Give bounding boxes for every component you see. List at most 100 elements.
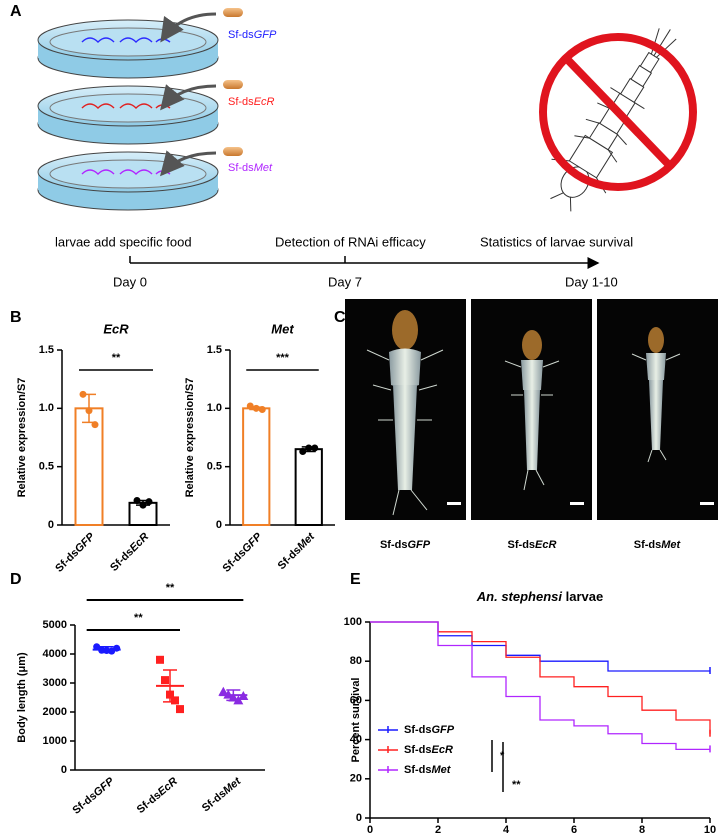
y-axis-label: Relative expression/S7 (184, 378, 196, 498)
prohibition-sign (539, 33, 697, 191)
data-point (85, 407, 93, 415)
y-tick-label: 1.0 (207, 402, 222, 414)
bar (294, 448, 323, 526)
y-tick-label: 2000 (43, 706, 67, 718)
y-tick-label: 0.5 (207, 461, 222, 473)
significance-label: ** (512, 779, 521, 791)
treatment-label-italic: Met (254, 162, 273, 174)
data-point (223, 689, 234, 699)
significance-label: ** (166, 582, 175, 594)
timeline-day: Day 0 (113, 274, 147, 289)
panel-label: D (10, 571, 22, 588)
x-tick-label: Sf-dsEcR (108, 531, 151, 574)
data-point (93, 643, 101, 651)
y-tick-label: 1.0 (39, 402, 54, 414)
panel-label: E (350, 571, 361, 588)
y-axis-label: Percent survival (350, 678, 362, 763)
larva-photos (345, 299, 718, 520)
data-point (305, 444, 313, 452)
data-point (133, 497, 141, 504)
y-tick-label: 100 (344, 616, 362, 628)
data-point (299, 448, 307, 455)
x-tick-label: Sf-dsMet (200, 774, 244, 814)
timeline-stage: Statistics of larvae survival (480, 234, 633, 249)
x-tick-label: 6 (571, 824, 577, 836)
treatment-label-part: Sf-ds (228, 162, 254, 174)
significance-label: *** (276, 352, 290, 364)
data-point (161, 676, 169, 685)
legend-label-part: Sf-ds (404, 724, 432, 736)
x-tick-label: Sf-dsMet (276, 530, 318, 572)
treatment-label: Sf-dsEcR (228, 96, 275, 108)
y-tick-label: 0 (216, 519, 222, 531)
larva-icon (550, 28, 677, 212)
food-pellets (160, 8, 243, 177)
y-tick-label: 4000 (43, 648, 67, 660)
treatment-label-italic: EcR (254, 96, 275, 108)
x-tick-label-italic: EcR (128, 531, 152, 555)
y-tick-label: 80 (350, 655, 362, 667)
data-point (246, 402, 254, 410)
x-tick-label: Sf-dsEcR (135, 775, 180, 816)
data-point (176, 705, 184, 714)
y-tick-label: 0 (356, 812, 362, 824)
data-point (91, 421, 99, 429)
photo-caption: Sf-dsMet (634, 539, 682, 551)
y-tick-label: 60 (350, 694, 362, 706)
x-tick-label-italic: GFP (240, 530, 265, 555)
y-tick-label: 20 (350, 773, 362, 785)
bar (74, 407, 104, 527)
timeline-stage: larvae add specific food (55, 234, 192, 249)
treatment-label-italic: GFP (254, 29, 277, 41)
y-tick-label: 5000 (43, 619, 67, 631)
error-bar (163, 669, 177, 703)
photo-caption-italic: EcR (535, 539, 556, 551)
data-point (145, 498, 153, 506)
panel-label: A (10, 3, 22, 20)
treatment-label: Sf-dsGFP (228, 29, 277, 41)
chart-title-species: An. stephensi (476, 589, 563, 604)
panel-label: B (10, 309, 22, 326)
error-bar (99, 646, 114, 654)
treatment-label-part: Sf-ds (228, 96, 254, 108)
photo-caption-part: Sf-ds (508, 539, 536, 551)
legend-label: Sf-dsEcR (404, 744, 453, 756)
bar (242, 407, 271, 527)
y-axis-label: Relative expression/S7 (16, 378, 28, 498)
chart-title: Met (271, 321, 294, 336)
survival-line (370, 621, 711, 734)
timeline-day: Day 7 (328, 274, 362, 289)
legend-label: Sf-dsMet (404, 764, 452, 776)
x-tick-label-italic: GFP (91, 775, 117, 799)
data-point (252, 404, 260, 412)
chart-title: An. stephensi larvae (476, 589, 603, 604)
x-tick-label: Sf-dsGFP (53, 530, 97, 574)
panel-label: C (334, 309, 346, 326)
x-tick-label-italic: GFP (73, 530, 98, 555)
timeline-day: Day 1-10 (565, 274, 618, 289)
photo-caption: Sf-dsGFP (380, 539, 431, 551)
x-tick-label: 10 (704, 824, 716, 836)
photo-caption-italic: Met (661, 539, 681, 551)
data-point (171, 696, 179, 705)
x-tick-label: 2 (435, 824, 441, 836)
legend-label-italic: EcR (432, 744, 453, 756)
survival-line (370, 621, 710, 751)
data-point (156, 655, 164, 664)
data-point (218, 686, 229, 696)
significance-label: ** (112, 352, 121, 364)
treatment-label: Sf-dsMet (228, 162, 273, 174)
photo-caption-italic: GFP (407, 539, 430, 551)
legend-label-part: Sf-ds (404, 764, 432, 776)
y-tick-label: 0 (48, 519, 54, 531)
x-tick-label: 4 (503, 824, 510, 836)
petri-dishes (37, 19, 219, 211)
y-tick-label: 1000 (43, 735, 67, 747)
chart-title-rest: larvae (562, 589, 603, 604)
y-tick-label: 0 (61, 764, 67, 776)
y-tick-label: 1.5 (39, 344, 54, 356)
error-bar (226, 689, 241, 702)
y-tick-label: 40 (350, 734, 362, 746)
legend-label-part: Sf-ds (404, 744, 432, 756)
